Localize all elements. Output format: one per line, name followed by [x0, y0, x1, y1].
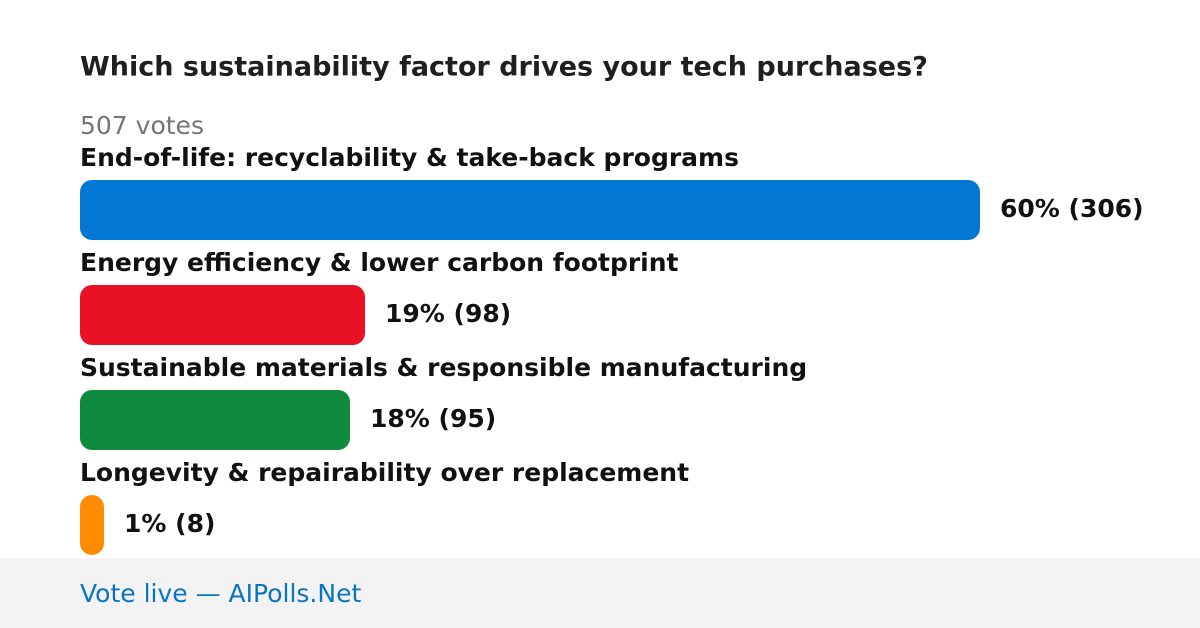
option-label: Sustainable materials & responsible manu… [80, 353, 807, 382]
footer-band [0, 558, 1200, 628]
bar [80, 180, 980, 240]
value-label: 19% (98) [385, 299, 511, 328]
footer-link[interactable]: Vote live — AIPolls.Net [80, 579, 361, 608]
value-label: 1% (8) [124, 509, 215, 538]
chart-title: Which sustainability factor drives your … [80, 52, 928, 83]
value-label: 60% (306) [1000, 194, 1144, 223]
bar [80, 285, 365, 345]
value-label: 18% (95) [370, 404, 496, 433]
option-label: Energy efficiency & lower carbon footpri… [80, 248, 679, 277]
option-label: End-of-life: recyclability & take-back p… [80, 143, 739, 172]
bar [80, 495, 104, 555]
option-label: Longevity & repairability over replaceme… [80, 458, 689, 487]
bar [80, 390, 350, 450]
vote-count: 507 votes [80, 111, 204, 140]
